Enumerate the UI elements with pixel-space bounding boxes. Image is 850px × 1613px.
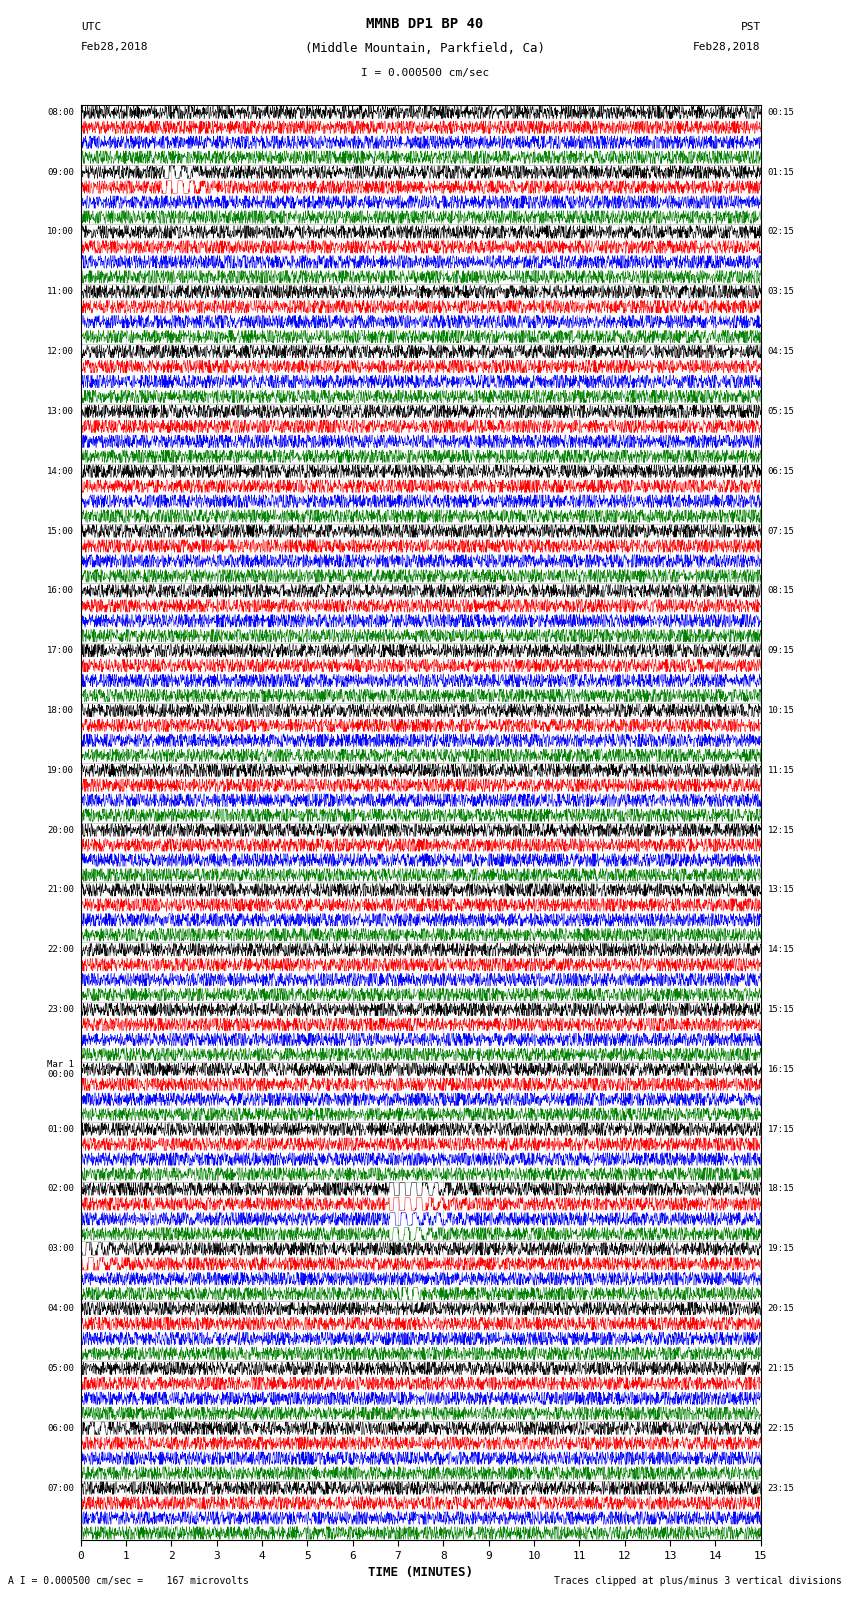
Text: 16:15: 16:15 xyxy=(768,1065,795,1074)
Text: 17:15: 17:15 xyxy=(768,1124,795,1134)
Text: MMNB DP1 BP 40: MMNB DP1 BP 40 xyxy=(366,18,484,31)
Text: 11:15: 11:15 xyxy=(768,766,795,774)
Text: 01:00: 01:00 xyxy=(47,1124,74,1134)
Text: A I = 0.000500 cm/sec =    167 microvolts: A I = 0.000500 cm/sec = 167 microvolts xyxy=(8,1576,249,1586)
Text: 13:15: 13:15 xyxy=(768,886,795,895)
Text: 05:00: 05:00 xyxy=(47,1365,74,1373)
Text: 12:15: 12:15 xyxy=(768,826,795,834)
Text: 20:15: 20:15 xyxy=(768,1305,795,1313)
Text: 21:15: 21:15 xyxy=(768,1365,795,1373)
Text: 22:00: 22:00 xyxy=(47,945,74,955)
Text: 02:00: 02:00 xyxy=(47,1184,74,1194)
Text: 14:00: 14:00 xyxy=(47,466,74,476)
Text: 22:15: 22:15 xyxy=(768,1424,795,1432)
Text: 09:15: 09:15 xyxy=(768,647,795,655)
Text: UTC: UTC xyxy=(81,23,101,32)
Text: 00:15: 00:15 xyxy=(768,108,795,116)
Text: 16:00: 16:00 xyxy=(47,587,74,595)
Text: 19:00: 19:00 xyxy=(47,766,74,774)
Text: 07:15: 07:15 xyxy=(768,526,795,536)
Text: 10:00: 10:00 xyxy=(47,227,74,237)
Text: 02:15: 02:15 xyxy=(768,227,795,237)
Text: (Middle Mountain, Parkfield, Ca): (Middle Mountain, Parkfield, Ca) xyxy=(305,42,545,55)
Text: 04:00: 04:00 xyxy=(47,1305,74,1313)
Text: 05:15: 05:15 xyxy=(768,406,795,416)
Text: PST: PST xyxy=(740,23,761,32)
Text: Feb28,2018: Feb28,2018 xyxy=(694,42,761,52)
Text: 21:00: 21:00 xyxy=(47,886,74,895)
X-axis label: TIME (MINUTES): TIME (MINUTES) xyxy=(368,1566,473,1579)
Text: 18:00: 18:00 xyxy=(47,706,74,715)
Text: 13:00: 13:00 xyxy=(47,406,74,416)
Text: I = 0.000500 cm/sec: I = 0.000500 cm/sec xyxy=(361,68,489,77)
Text: 09:00: 09:00 xyxy=(47,168,74,177)
Text: 08:15: 08:15 xyxy=(768,587,795,595)
Text: 18:15: 18:15 xyxy=(768,1184,795,1194)
Text: 12:00: 12:00 xyxy=(47,347,74,356)
Text: 23:00: 23:00 xyxy=(47,1005,74,1015)
Text: 04:15: 04:15 xyxy=(768,347,795,356)
Text: Feb28,2018: Feb28,2018 xyxy=(81,42,148,52)
Text: 06:00: 06:00 xyxy=(47,1424,74,1432)
Text: 15:15: 15:15 xyxy=(768,1005,795,1015)
Text: Traces clipped at plus/minus 3 vertical divisions: Traces clipped at plus/minus 3 vertical … xyxy=(553,1576,842,1586)
Text: 11:00: 11:00 xyxy=(47,287,74,297)
Text: 23:15: 23:15 xyxy=(768,1484,795,1492)
Text: Mar 1
00:00: Mar 1 00:00 xyxy=(47,1060,74,1079)
Text: 15:00: 15:00 xyxy=(47,526,74,536)
Text: 14:15: 14:15 xyxy=(768,945,795,955)
Text: 20:00: 20:00 xyxy=(47,826,74,834)
Text: 17:00: 17:00 xyxy=(47,647,74,655)
Text: 06:15: 06:15 xyxy=(768,466,795,476)
Text: 07:00: 07:00 xyxy=(47,1484,74,1492)
Text: 08:00: 08:00 xyxy=(47,108,74,116)
Text: 03:15: 03:15 xyxy=(768,287,795,297)
Text: 19:15: 19:15 xyxy=(768,1244,795,1253)
Text: 10:15: 10:15 xyxy=(768,706,795,715)
Text: 03:00: 03:00 xyxy=(47,1244,74,1253)
Text: 01:15: 01:15 xyxy=(768,168,795,177)
